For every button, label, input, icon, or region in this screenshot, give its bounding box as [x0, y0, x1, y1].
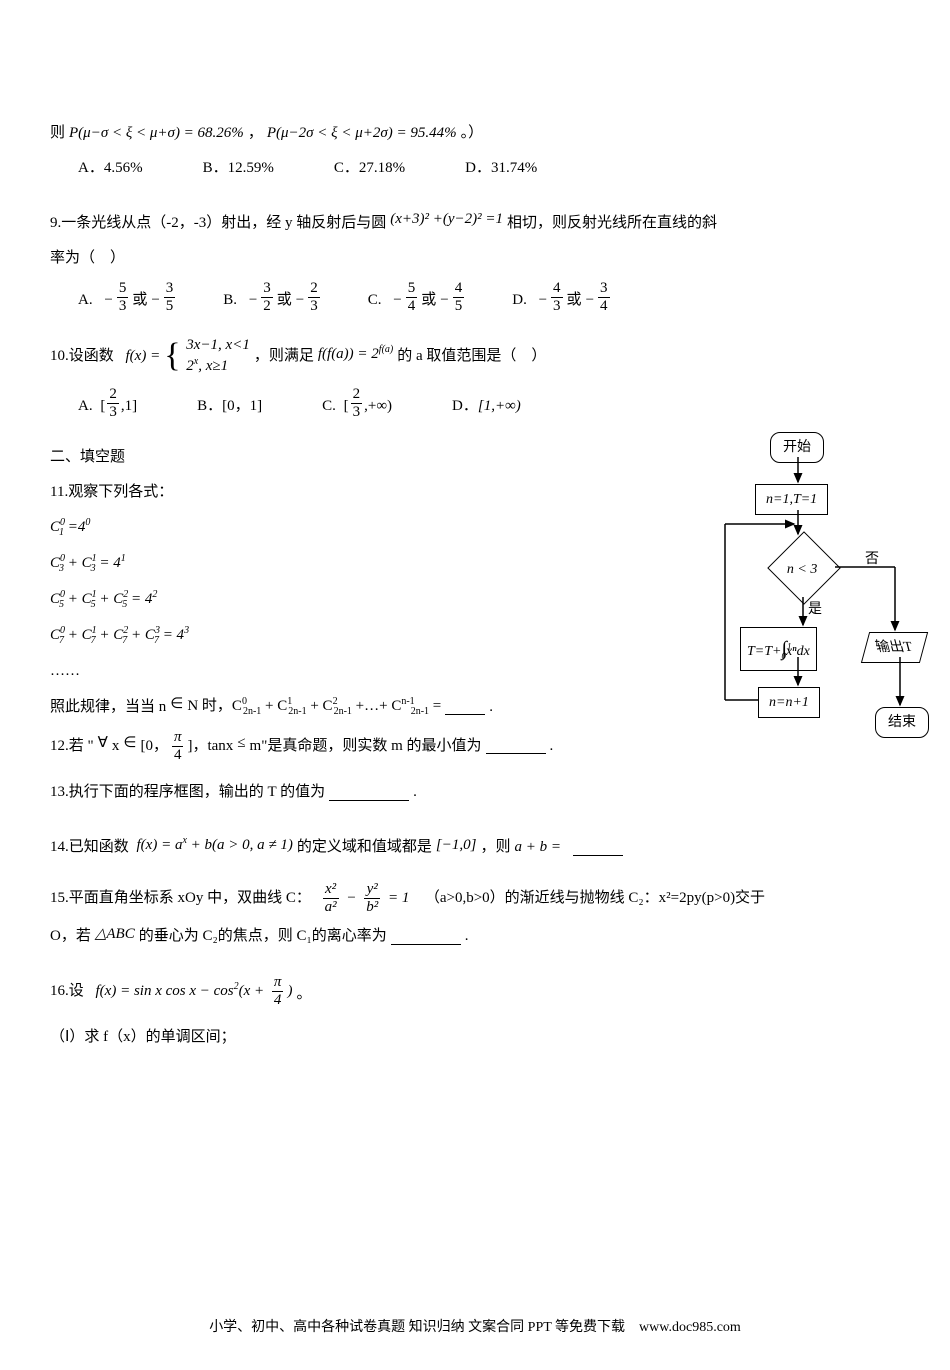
q9-line1: 9.一条光线从点（-2，-3）射出，经 y 轴反射后与圆 (x+3)² +(y−… — [50, 210, 900, 237]
q-top-given: 则 P(μ−σ < ξ < μ+σ) = 68.26% ， P(μ−2σ < ξ… — [50, 120, 900, 147]
page-footer: 小学、初中、高中各种试卷真题 知识归纳 文案合同 PPT 等免费下载 www.d… — [50, 1315, 900, 1340]
flowchart: 开始 n=1,T=1 n < 3 否 是 T=T+∫10xⁿdx 输出T n=n… — [710, 432, 930, 792]
q16-sub: （Ⅰ）求 f（x）的单调区间； — [50, 1024, 900, 1051]
q10-opts: A. [23,1] B．[0，1] C. [23,+∞) D．[1,+∞) — [50, 386, 900, 420]
q15-l2: O，若 △ABC 的垂心为 C₂的焦点，则 C₁的离心率为 . — [50, 923, 900, 950]
q9-line2: 率为（ ） — [50, 245, 900, 272]
q10-line: 10.设函数 f(x) = { 3x−1, x<1 2x, x≥1 ，则满足 f… — [50, 334, 900, 378]
q-top-options: A．4.56% B．12.59% C．27.18% D．31.74% — [50, 155, 900, 182]
q16: 16.设 f(x) = sin x cos x − cos2(x + π4 ) … — [50, 974, 900, 1008]
q14: 14.已知函数 f(x) = ax + b(a > 0, a ≠ 1) 的定义域… — [50, 834, 900, 861]
q15-l1: 15.平面直角坐标系 xOy 中，双曲线 C： x²a² − y²b² = 1 … — [50, 881, 900, 915]
q9-opts-row: A. −53 或 −35 B. −32 或 −23 C. −54 或 −45 D… — [50, 280, 900, 314]
